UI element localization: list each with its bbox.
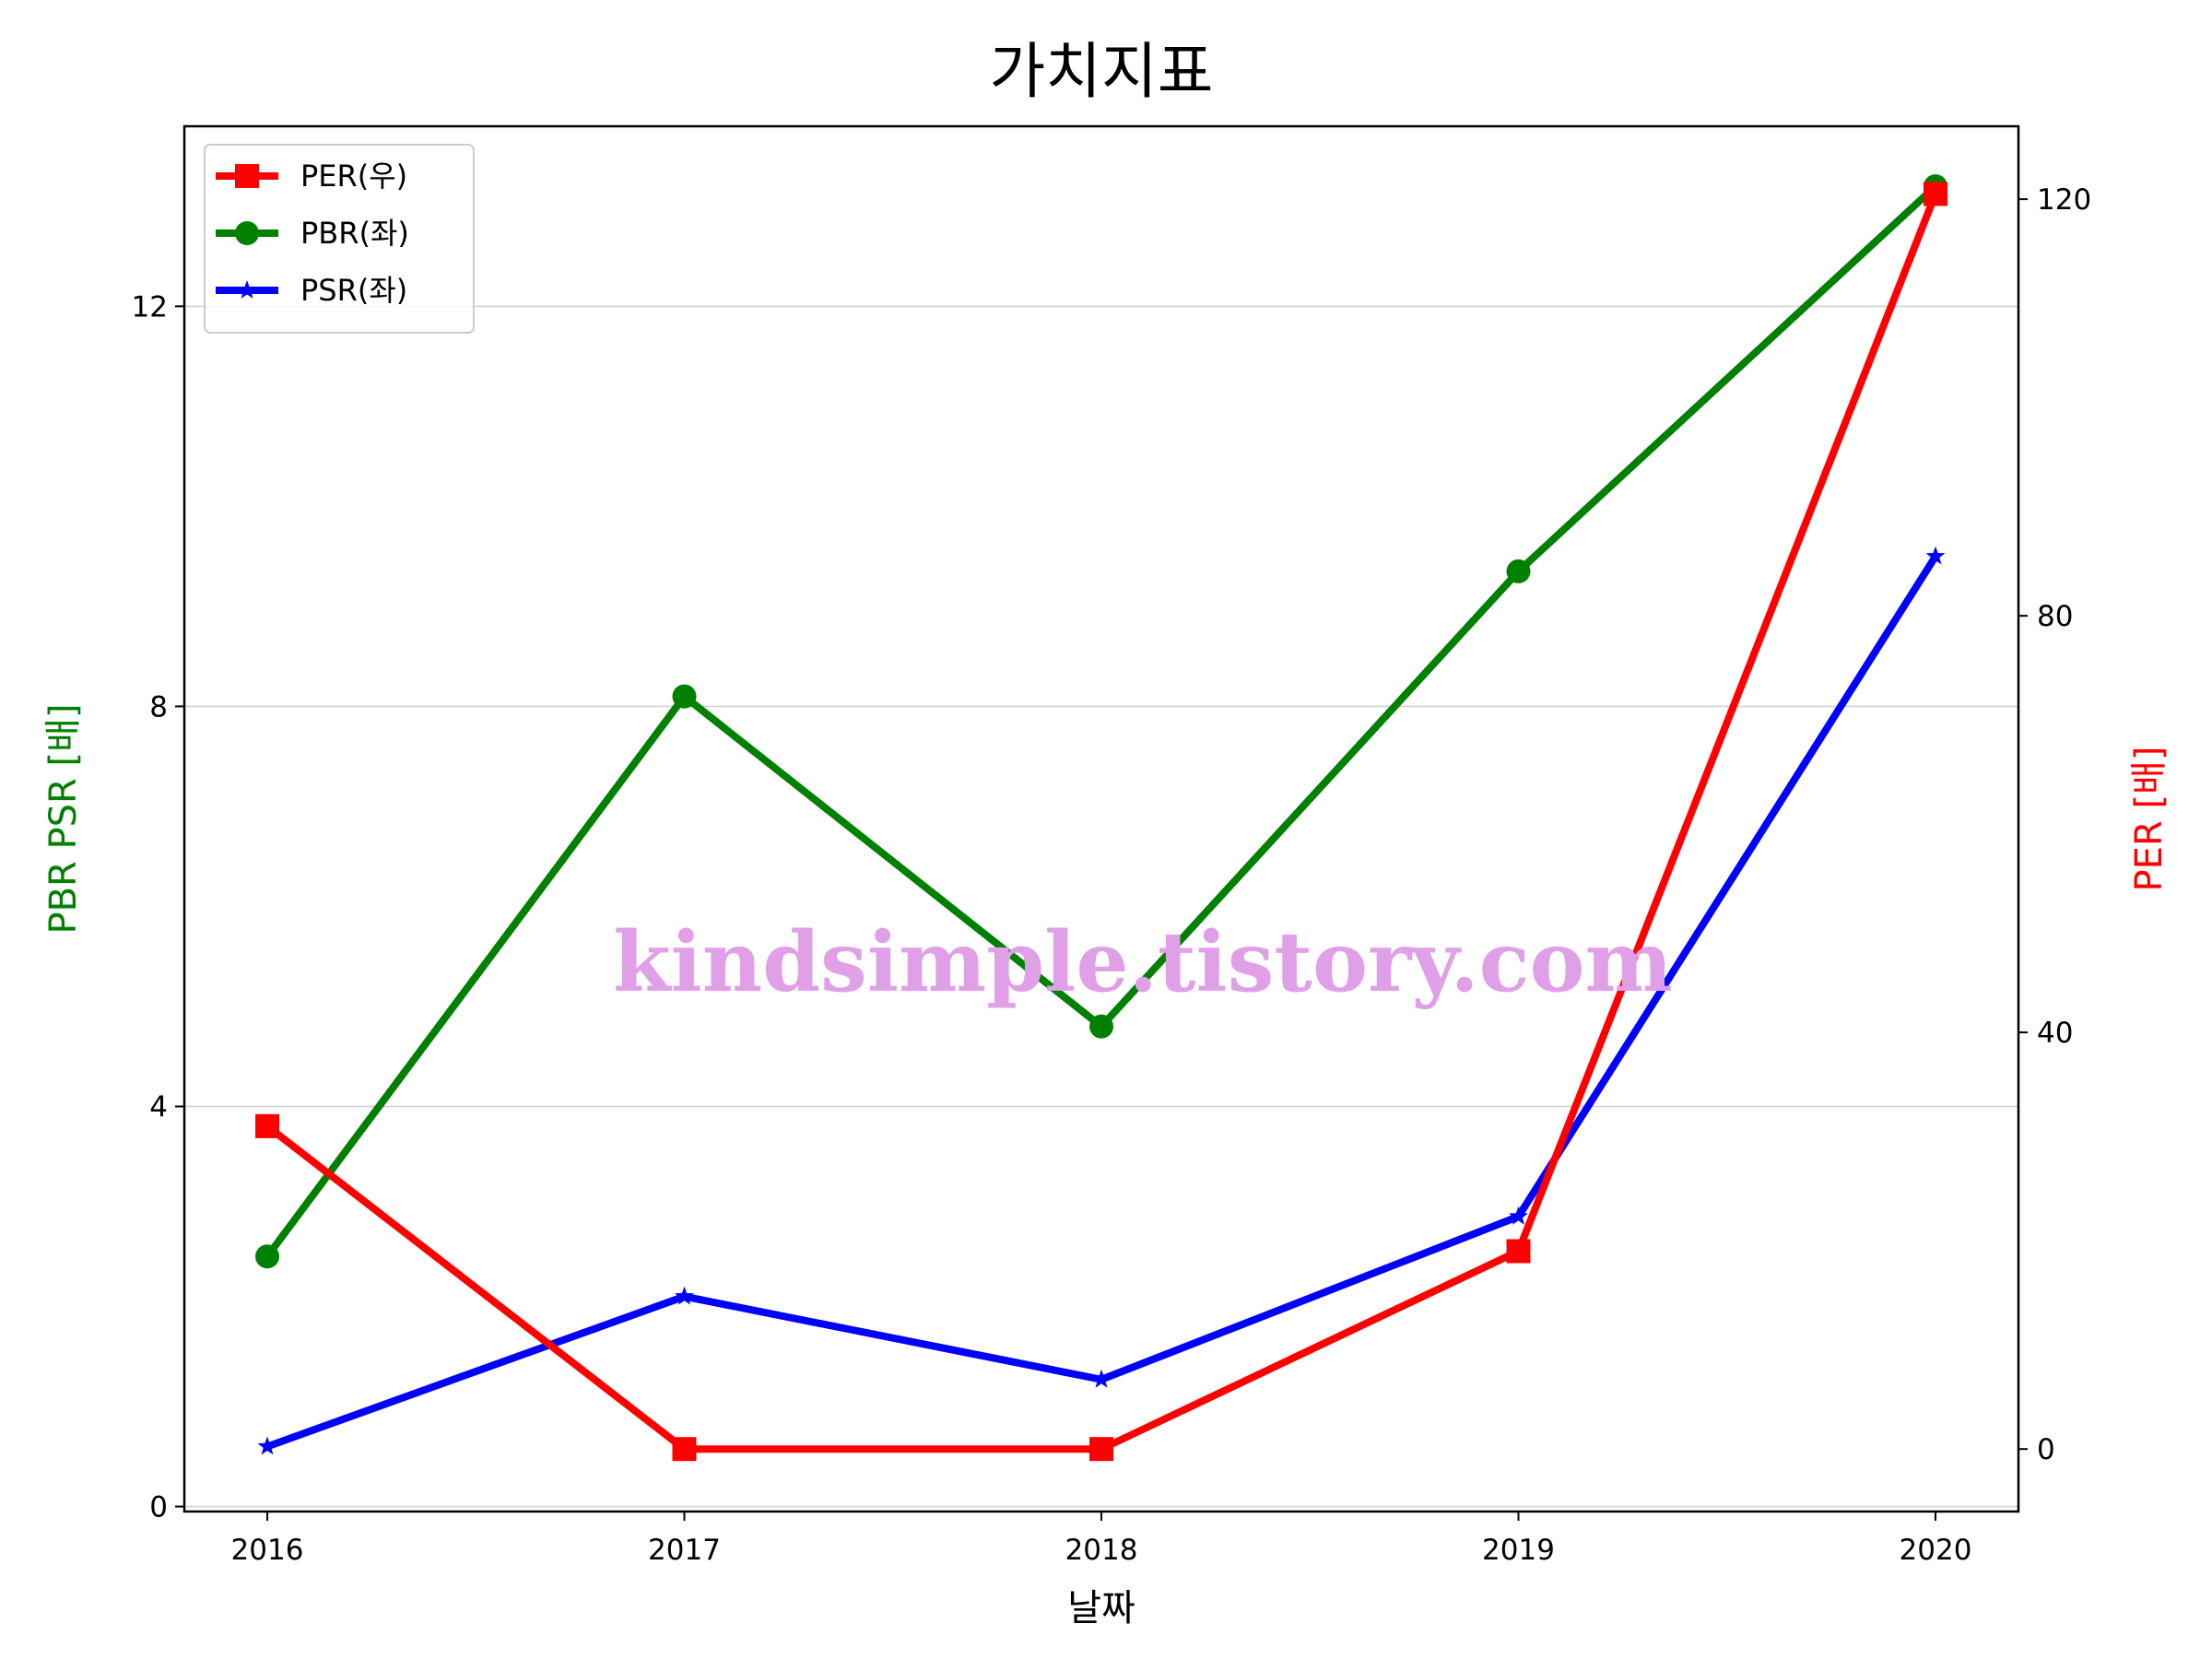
x-tick-label: 2017 <box>648 1534 721 1567</box>
psr-point <box>1925 546 1946 565</box>
y-left-tick-label: 0 <box>149 1491 168 1524</box>
psr-point <box>675 1286 694 1305</box>
legend-psr-marker <box>237 280 257 299</box>
grid-lines <box>184 305 2018 1508</box>
per-point <box>1924 182 1947 206</box>
series-pbr <box>255 174 1947 1269</box>
per-point <box>672 1437 697 1462</box>
psr-point <box>1509 1206 1528 1225</box>
series-layer <box>255 174 1947 1462</box>
y-left-tick-label: 12 <box>132 290 168 324</box>
psr-point <box>257 1436 277 1455</box>
series-per <box>255 182 1947 1462</box>
y-axis-left-label: PBR PSR [배] <box>42 703 85 934</box>
y-left-tick-label: 4 <box>149 1090 168 1124</box>
legend-pbr-marker <box>235 221 259 245</box>
x-tick-label: 2020 <box>1900 1534 1972 1567</box>
y-right-tick-label: 120 <box>2037 183 2091 217</box>
x-tick-label: 2018 <box>1065 1534 1138 1567</box>
per-point <box>255 1113 279 1138</box>
pbr-point <box>672 684 697 709</box>
per-point <box>1506 1239 1531 1264</box>
legend-per-label: PER(우) <box>300 159 407 194</box>
series-psr <box>257 546 1946 1455</box>
chart-title: 가치지표 <box>990 36 1214 107</box>
legend-psr-label: PSR(좌) <box>300 273 407 308</box>
legend-per-marker <box>235 164 259 188</box>
legend-box <box>204 144 475 334</box>
y-right-tick-label: 40 <box>2037 1017 2073 1050</box>
y-right-tick-label: 0 <box>2037 1433 2055 1466</box>
y-axis-right-label: PER [배] <box>2128 747 2171 892</box>
psr-point <box>1091 1369 1112 1388</box>
y-left-tick-label: 8 <box>149 690 168 724</box>
pbr-point <box>1089 1014 1113 1039</box>
y-right-tick-label: 80 <box>2037 600 2073 633</box>
x-tick-label: 2016 <box>231 1534 304 1567</box>
watermark-text: kindsimple.tistory.com <box>613 913 1673 1011</box>
pbr-point <box>255 1244 279 1269</box>
x-axis-label: 날짜 <box>1067 1587 1135 1630</box>
pbr-point <box>1506 559 1531 583</box>
x-tick-label: 2019 <box>1482 1534 1555 1567</box>
legend-pbr-label: PBR(좌) <box>300 216 409 251</box>
per-point <box>1089 1437 1113 1462</box>
legend: PER(우) PBR(좌) PSR(좌) <box>204 144 475 334</box>
